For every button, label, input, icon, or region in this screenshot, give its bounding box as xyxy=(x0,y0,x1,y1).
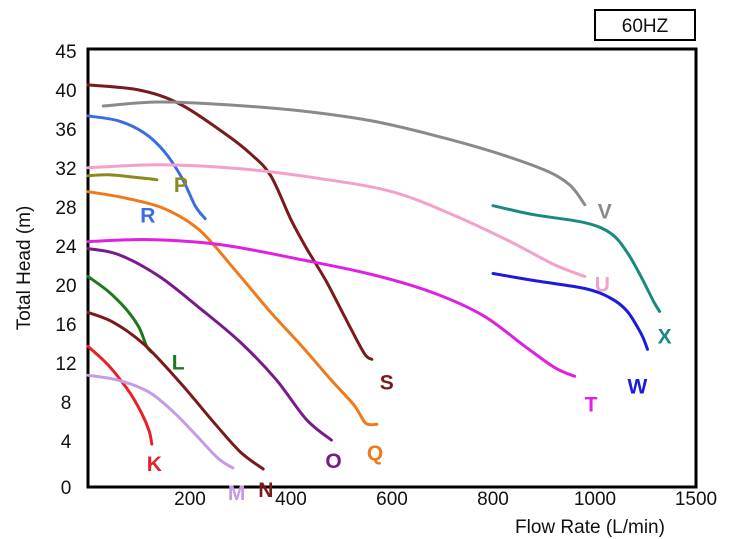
curve-k xyxy=(86,344,154,446)
curve-u xyxy=(86,163,587,278)
curve-label-s: S xyxy=(380,371,394,394)
curve-p xyxy=(86,173,159,182)
x-tick-label: 800 xyxy=(477,489,509,510)
y-tick-label: 36 xyxy=(55,120,76,141)
badge-box xyxy=(594,9,696,41)
y-axis-title: Total Head (m) xyxy=(14,206,35,331)
y-tick-label: 12 xyxy=(55,354,76,375)
curve-q xyxy=(86,190,379,427)
curve-label-p: P xyxy=(174,174,188,197)
x-tick-label: 1000 xyxy=(574,489,616,510)
pump-curves xyxy=(86,83,662,471)
curve-label-t: T xyxy=(585,393,598,416)
y-tick-label: 24 xyxy=(55,237,77,258)
y-tick-label: 4 xyxy=(61,432,72,453)
y-tick-label: 16 xyxy=(55,315,76,336)
curve-label-o: O xyxy=(325,450,341,473)
curve-label-x: X xyxy=(658,325,672,348)
badge-label: 60HZ xyxy=(622,16,669,37)
curve-label-m: M xyxy=(228,482,246,505)
x-tick-label: 600 xyxy=(376,489,408,510)
y-tick-label: 20 xyxy=(55,276,76,297)
curve-x xyxy=(491,204,662,313)
curve-t xyxy=(86,238,577,378)
curve-label-q: Q xyxy=(367,442,383,465)
curve-label-k: K xyxy=(147,453,162,476)
y-axis-ticks: 0 4 8 12 16 20 24 28 32 36 40 45 xyxy=(55,42,77,499)
curve-label-w: W xyxy=(628,375,648,398)
curve-m xyxy=(86,373,235,470)
curve-n xyxy=(86,310,265,471)
y-tick-label: 28 xyxy=(55,198,76,219)
y-tick-label: 0 xyxy=(61,478,72,499)
curve-r xyxy=(86,114,207,221)
x-axis-ticks: 200 400 600 800 1000 1500 xyxy=(174,489,717,510)
y-tick-label: 45 xyxy=(55,42,76,63)
x-tick-label: 1500 xyxy=(675,489,717,510)
curve-label-l: L xyxy=(172,351,185,374)
curve-labels: K L M N O P Q R S T U V W X xyxy=(140,174,671,505)
x-tick-label: 400 xyxy=(275,489,307,510)
y-tick-label: 40 xyxy=(55,81,76,102)
x-axis-title: Flow Rate (L/min) xyxy=(515,517,665,538)
curve-label-u: U xyxy=(595,274,610,297)
y-tick-label: 32 xyxy=(55,159,76,180)
curve-w xyxy=(491,272,649,351)
curve-o xyxy=(86,247,333,442)
curve-v xyxy=(101,100,587,207)
curve-label-v: V xyxy=(598,201,612,224)
frequency-badge: 60HZ xyxy=(594,9,696,41)
x-tick-label: 200 xyxy=(174,489,206,510)
plot-frame xyxy=(86,47,698,489)
curve-label-n: N xyxy=(258,479,273,502)
y-tick-label: 8 xyxy=(61,393,72,414)
curve-label-r: R xyxy=(140,205,155,228)
